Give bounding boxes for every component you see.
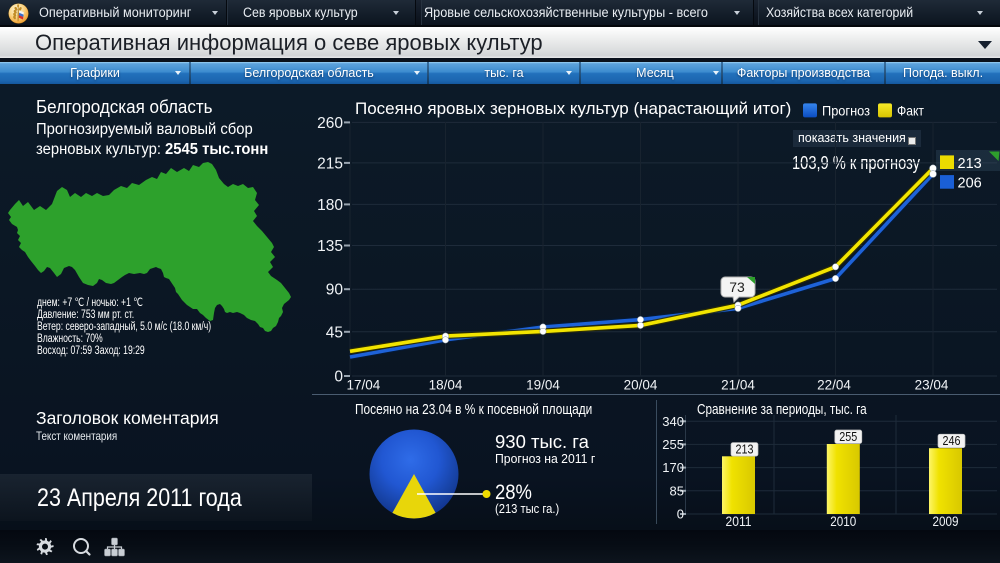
svg-text:206: 206: [958, 176, 982, 192]
svg-text:260: 260: [317, 115, 343, 132]
svg-text:18/04: 18/04: [429, 377, 463, 392]
svg-text:255: 255: [662, 437, 684, 452]
svg-text:213: 213: [958, 156, 982, 172]
svg-text:340: 340: [662, 414, 684, 429]
svg-text:17/04: 17/04: [347, 377, 381, 392]
svg-text:Факт: Факт: [897, 103, 925, 119]
svg-text:180: 180: [317, 197, 343, 214]
svg-text:22/04: 22/04: [817, 377, 851, 392]
svg-text:85: 85: [670, 483, 684, 498]
svg-text:2011: 2011: [726, 513, 752, 529]
svg-text:170: 170: [662, 460, 684, 475]
svg-text:21/04: 21/04: [721, 377, 755, 392]
svg-text:0: 0: [334, 369, 343, 386]
svg-text:135: 135: [317, 238, 343, 255]
svg-text:20/04: 20/04: [624, 377, 658, 392]
svg-text:23/04: 23/04: [915, 377, 949, 392]
svg-text:0: 0: [677, 507, 684, 522]
svg-text:90: 90: [326, 282, 344, 299]
svg-text:246: 246: [943, 434, 961, 448]
svg-text:215: 215: [317, 155, 343, 172]
svg-text:19/04: 19/04: [526, 377, 560, 392]
svg-text:73: 73: [729, 279, 745, 295]
svg-text:Прогноз: Прогноз: [822, 103, 870, 119]
svg-text:2009: 2009: [933, 513, 959, 529]
svg-text:255: 255: [839, 430, 857, 444]
svg-text:45: 45: [326, 324, 343, 341]
svg-text:2010: 2010: [830, 513, 856, 529]
svg-text:213: 213: [736, 442, 754, 456]
